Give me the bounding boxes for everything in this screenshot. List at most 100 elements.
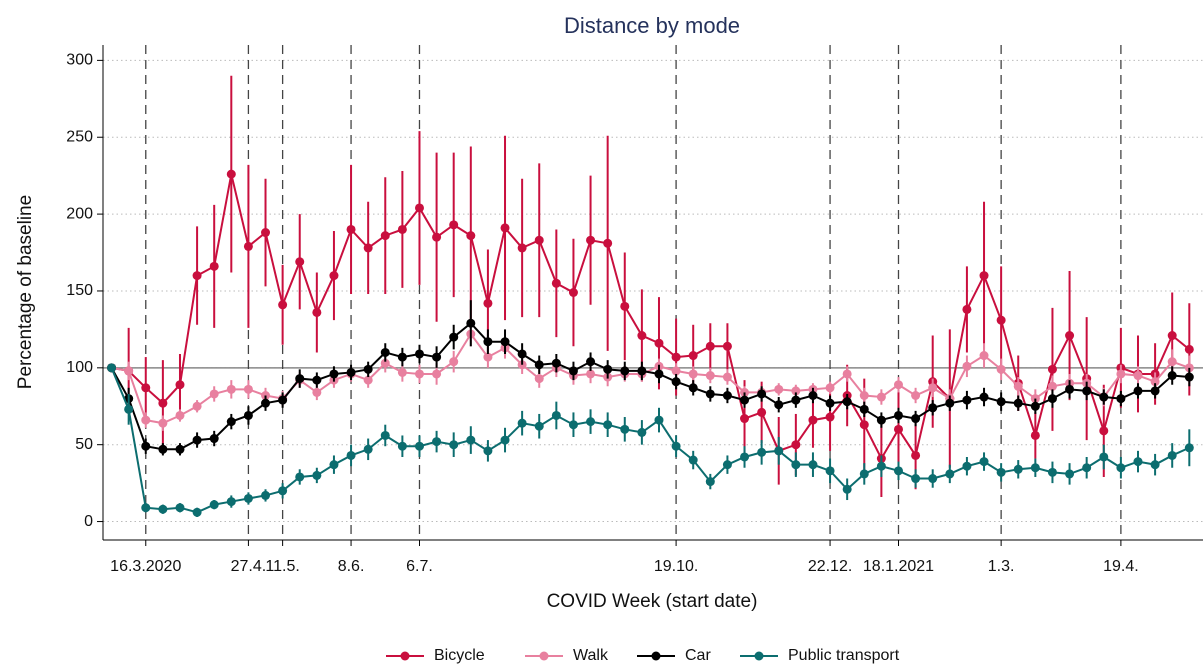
data-point xyxy=(568,288,578,297)
data-point xyxy=(500,223,510,233)
data-point xyxy=(312,375,322,385)
x-tick-label: 16.3.2020 xyxy=(110,558,181,575)
data-point xyxy=(141,503,151,513)
legend-label: Bicycle xyxy=(434,647,485,664)
data-point xyxy=(141,415,151,425)
data-point xyxy=(209,434,219,444)
data-point xyxy=(295,472,305,482)
data-point xyxy=(124,366,134,376)
data-point xyxy=(654,415,664,425)
x-tick-label: 6.7. xyxy=(406,558,433,575)
data-point xyxy=(261,228,271,238)
data-point xyxy=(688,383,698,393)
data-point xyxy=(842,369,852,379)
data-point xyxy=(688,455,698,465)
data-point xyxy=(1184,344,1194,354)
data-point xyxy=(500,435,510,445)
data-point xyxy=(962,304,972,314)
data-point xyxy=(329,369,339,379)
axes: 0 50 100 150 200 250 300 16.3.2020 27.4. 11.5. 8.6… xyxy=(66,45,1203,575)
data-point xyxy=(603,364,613,374)
data-point xyxy=(671,441,681,451)
data-point xyxy=(312,470,322,480)
data-point xyxy=(295,257,305,267)
data-point xyxy=(397,367,407,377)
data-point xyxy=(449,357,459,367)
data-point xyxy=(295,374,305,384)
data-point xyxy=(671,366,681,376)
data-point xyxy=(432,369,442,379)
data-point xyxy=(757,389,767,399)
data-point xyxy=(808,460,818,470)
data-point xyxy=(1150,377,1160,387)
data-point xyxy=(432,352,442,362)
x-tick-label: 19.4. xyxy=(1103,558,1139,575)
data-point xyxy=(175,503,185,513)
data-point xyxy=(945,469,955,479)
data-point xyxy=(1167,371,1177,381)
data-point xyxy=(226,169,236,179)
x-axis-title: COVID Week (start date) xyxy=(547,591,758,612)
x-tick-label: 18.1.2021 xyxy=(863,558,934,575)
data-point xyxy=(192,435,202,445)
data-point xyxy=(466,318,476,328)
data-point xyxy=(158,398,168,408)
data-point xyxy=(791,440,801,450)
data-point xyxy=(1082,386,1092,396)
x-tick-label: 19.10. xyxy=(654,558,698,575)
data-point xyxy=(705,477,715,487)
data-point xyxy=(158,504,168,514)
data-point xyxy=(432,437,442,447)
chart-title: Distance by mode xyxy=(564,13,740,38)
data-point xyxy=(380,358,390,368)
data-point xyxy=(517,243,527,253)
data-point xyxy=(175,410,185,420)
data-point xyxy=(740,452,750,462)
data-point xyxy=(705,389,715,399)
data-point xyxy=(859,390,869,400)
data-point xyxy=(243,410,253,420)
data-point xyxy=(979,351,989,361)
series-line xyxy=(110,367,1190,514)
data-point xyxy=(928,403,938,413)
data-point xyxy=(192,507,202,517)
data-point xyxy=(808,415,818,425)
data-point xyxy=(466,231,476,241)
data-point xyxy=(842,397,852,407)
series-line xyxy=(110,321,1190,451)
x-tick-label: 1.3. xyxy=(988,558,1015,575)
data-point xyxy=(397,224,407,234)
data-point xyxy=(1099,426,1109,436)
data-point xyxy=(466,435,476,445)
data-point xyxy=(175,380,185,390)
data-point xyxy=(1065,384,1075,394)
data-point xyxy=(1030,401,1040,411)
data-point xyxy=(500,337,510,347)
data-point xyxy=(774,446,784,456)
data-point xyxy=(1167,357,1177,367)
data-point xyxy=(1167,450,1177,460)
data-point xyxy=(722,372,732,382)
data-point xyxy=(517,349,527,359)
data-point xyxy=(945,398,955,408)
data-point xyxy=(705,341,715,351)
data-point xyxy=(517,418,527,428)
data-point xyxy=(278,486,288,496)
data-point xyxy=(534,235,544,245)
data-point xyxy=(209,500,219,510)
data-point xyxy=(774,400,784,410)
data-point xyxy=(722,390,732,400)
data-point xyxy=(141,383,151,393)
data-point xyxy=(911,450,921,460)
data-point xyxy=(1030,430,1040,440)
data-point xyxy=(551,358,561,368)
data-point xyxy=(363,243,373,253)
data-point xyxy=(414,203,424,213)
data-point xyxy=(141,441,151,451)
data-point xyxy=(688,369,698,379)
data-point xyxy=(825,398,835,408)
data-point xyxy=(586,417,596,427)
data-point xyxy=(363,364,373,374)
